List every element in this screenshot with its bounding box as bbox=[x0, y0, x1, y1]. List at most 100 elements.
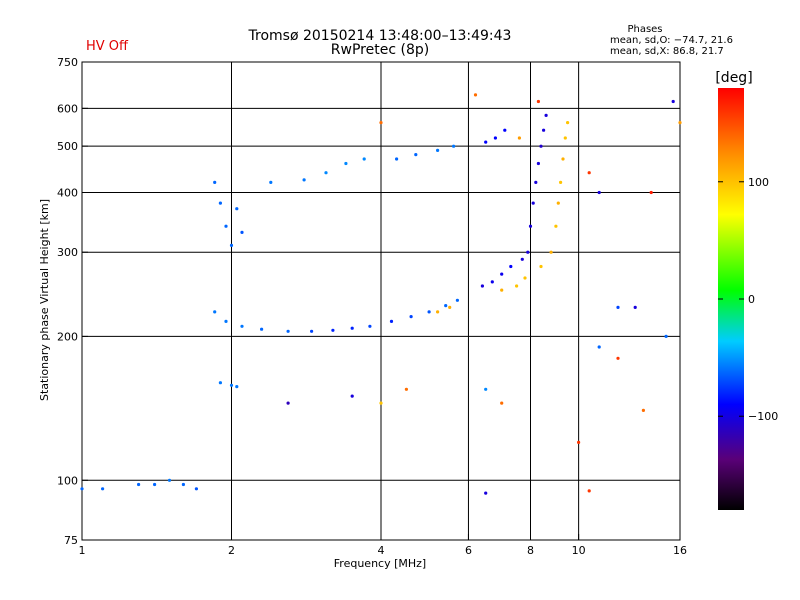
data-point bbox=[213, 310, 217, 314]
x-tick-label: 4 bbox=[378, 544, 385, 557]
data-points bbox=[80, 93, 682, 495]
data-point bbox=[379, 401, 383, 405]
colorbar-tick-label: −100 bbox=[748, 410, 778, 423]
data-point bbox=[520, 257, 524, 261]
data-point bbox=[536, 99, 541, 104]
data-point bbox=[80, 487, 84, 491]
data-point bbox=[597, 345, 601, 349]
data-point bbox=[509, 264, 513, 269]
data-point bbox=[324, 171, 328, 175]
data-point bbox=[561, 157, 565, 161]
data-point bbox=[286, 329, 290, 333]
colorbar-tick-label: 0 bbox=[748, 293, 755, 306]
data-point bbox=[395, 157, 399, 161]
data-point bbox=[436, 148, 440, 152]
data-point bbox=[597, 190, 601, 195]
data-point bbox=[218, 381, 222, 385]
data-point bbox=[362, 157, 366, 161]
data-point bbox=[448, 305, 452, 309]
y-axis-ticks: 75 100 200 300 400 500 600 750 bbox=[57, 56, 88, 547]
data-point bbox=[473, 93, 478, 97]
data-point bbox=[500, 288, 504, 292]
y-tick-label: 400 bbox=[57, 186, 78, 199]
data-point bbox=[240, 230, 244, 234]
data-point bbox=[554, 224, 558, 228]
data-point bbox=[539, 264, 543, 269]
data-point bbox=[563, 136, 567, 140]
data-point bbox=[544, 113, 548, 117]
y-axis-label: Stationary phase Virtual Height [km] bbox=[38, 199, 51, 401]
figure-title: Tromsø 20150214 13:48:00–13:49:43 bbox=[248, 28, 512, 44]
data-point bbox=[350, 394, 354, 398]
data-point bbox=[526, 250, 530, 254]
data-point bbox=[235, 207, 239, 211]
data-point bbox=[484, 491, 488, 495]
data-point bbox=[517, 136, 522, 140]
x-tick-label: 6 bbox=[465, 544, 472, 557]
y-tick-label: 600 bbox=[57, 102, 78, 115]
data-point bbox=[235, 385, 239, 389]
data-point bbox=[414, 153, 418, 157]
data-point bbox=[566, 121, 570, 125]
x-tick-label: 10 bbox=[572, 544, 586, 557]
phases-stats-title: Phases bbox=[627, 24, 662, 35]
data-point bbox=[536, 161, 541, 166]
data-point bbox=[542, 128, 546, 132]
data-point bbox=[664, 334, 668, 338]
phases-stats-o: mean, sd,O: −74.7, 21.6 bbox=[610, 35, 733, 46]
data-point bbox=[444, 304, 448, 308]
data-point bbox=[286, 401, 290, 405]
data-point bbox=[556, 201, 560, 205]
y-tick-label: 200 bbox=[57, 330, 78, 343]
x-axis-label: Frequency [MHz] bbox=[334, 557, 426, 570]
x-tick-label: 1 bbox=[79, 544, 86, 557]
data-point bbox=[531, 201, 535, 205]
data-point bbox=[224, 224, 228, 228]
data-point bbox=[480, 284, 484, 288]
data-point bbox=[528, 224, 533, 228]
data-point bbox=[302, 178, 306, 182]
colorbar-tick-label: 100 bbox=[748, 176, 769, 189]
data-point bbox=[240, 324, 244, 328]
data-point bbox=[224, 319, 228, 323]
data-point bbox=[404, 387, 408, 391]
data-point bbox=[350, 326, 354, 330]
data-point bbox=[213, 180, 217, 184]
data-point bbox=[229, 243, 234, 247]
data-point bbox=[379, 121, 383, 125]
data-point bbox=[678, 121, 682, 125]
hv-status-label: HV Off bbox=[86, 39, 129, 54]
data-point bbox=[539, 144, 543, 148]
y-tick-label: 100 bbox=[57, 474, 78, 487]
x-tick-label: 2 bbox=[228, 544, 235, 557]
data-point bbox=[523, 276, 527, 280]
data-point bbox=[559, 180, 563, 184]
data-point bbox=[331, 328, 335, 332]
data-point bbox=[229, 383, 234, 387]
data-point bbox=[194, 487, 198, 491]
data-point bbox=[484, 140, 488, 144]
y-tick-label: 300 bbox=[57, 246, 78, 259]
data-point bbox=[167, 478, 172, 482]
figure-subtitle: RwPretec (8p) bbox=[331, 42, 429, 58]
data-point bbox=[153, 482, 157, 487]
x-tick-label: 8 bbox=[527, 544, 534, 557]
data-point bbox=[484, 387, 488, 391]
y-tick-label: 500 bbox=[57, 140, 78, 153]
x-axis-ticks: 1 2 4 6 8 10 16 bbox=[79, 534, 687, 557]
data-point bbox=[344, 161, 348, 166]
data-point bbox=[534, 180, 538, 184]
data-point bbox=[616, 305, 620, 309]
data-point bbox=[633, 305, 637, 309]
data-point bbox=[616, 356, 620, 360]
data-point bbox=[452, 144, 456, 148]
data-point bbox=[368, 324, 372, 328]
data-point bbox=[671, 99, 675, 104]
data-point bbox=[436, 310, 440, 314]
data-point bbox=[493, 136, 497, 140]
data-point bbox=[500, 401, 504, 405]
data-point bbox=[181, 482, 185, 487]
data-point bbox=[101, 487, 105, 491]
data-point bbox=[500, 272, 504, 276]
